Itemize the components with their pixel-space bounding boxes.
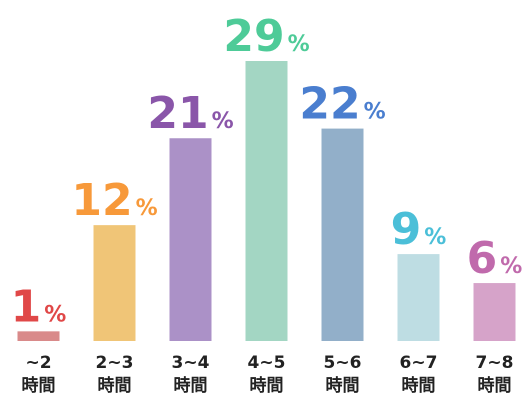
value-label: 29%: [223, 11, 309, 62]
bar: [245, 61, 288, 341]
value-label: 22%: [299, 79, 385, 130]
x-tick-label: 5~6 時間: [324, 353, 362, 396]
value-label: 1%: [11, 281, 67, 332]
bar: [397, 254, 440, 341]
value-label: 21%: [147, 88, 233, 139]
bar: [169, 138, 212, 341]
bar: [17, 331, 60, 341]
value-label: 9%: [391, 204, 447, 255]
value-label: 12%: [71, 175, 157, 226]
bar: [473, 283, 516, 341]
x-tick-label: 4~5 時間: [248, 353, 286, 396]
x-tick-label: 6~7 時間: [400, 353, 438, 396]
x-tick-label: 2~3 時間: [96, 353, 134, 396]
value-label: 6%: [467, 233, 523, 284]
x-tick-label: 7~8 時間: [476, 353, 514, 396]
x-tick-label: ~2 時間: [22, 353, 56, 396]
bar: [321, 128, 364, 341]
bar: [93, 225, 136, 341]
x-tick-label: 3~4 時間: [172, 353, 210, 396]
